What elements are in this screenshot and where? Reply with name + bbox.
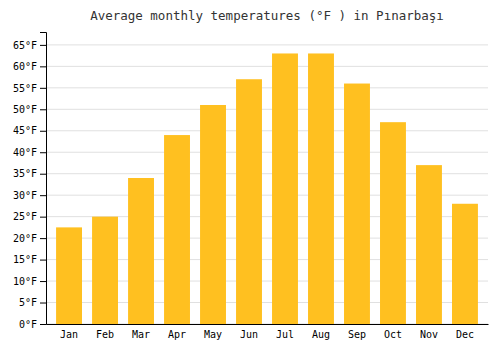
y-tick-label: 65°F (13, 40, 37, 51)
chart-container: 0°F 5°F 10°F 15°F 20°F 25°F 30°F 35°F 40°F 45°F 50… (0, 0, 500, 350)
y-tick-mark (40, 303, 46, 304)
y-tick: 40°F (13, 147, 46, 158)
grid (46, 45, 488, 324)
y-tick-label: 35°F (13, 168, 37, 179)
y-tick-mark (40, 131, 46, 132)
x-axis-line (47, 324, 489, 325)
y-tick-label: 30°F (13, 190, 37, 201)
y-axis: 0°F 5°F 10°F 15°F 20°F 25°F 30°F 35°F 40°F 45°F 50… (13, 33, 47, 330)
y-tick-label: 0°F (19, 319, 37, 330)
x-tick-label: Sep (348, 329, 366, 340)
y-tick: 15°F (13, 254, 46, 265)
x-tick: Aug (312, 329, 330, 340)
bar (416, 165, 442, 324)
y-tick: 55°F (13, 83, 46, 94)
x-tick: Sep (348, 329, 366, 340)
x-tick-label: Apr (168, 329, 186, 340)
x-tick-label: Mar (132, 329, 150, 340)
y-tick: 20°F (13, 233, 46, 244)
grid-line (46, 130, 488, 131)
y-tick: 25°F (13, 211, 46, 222)
bar (164, 135, 190, 324)
bar (308, 53, 334, 324)
y-tick: 10°F (13, 276, 46, 287)
y-tick: 65°F (13, 40, 46, 51)
x-tick: Feb (96, 329, 114, 340)
y-tick-label: 55°F (13, 83, 37, 94)
y-tick: 0°F (19, 319, 46, 330)
y-tick: 5°F (19, 297, 46, 308)
bar (236, 79, 262, 324)
y-tick-label: 20°F (13, 233, 37, 244)
x-tick-label: Dec (456, 329, 474, 340)
x-tick: Apr (168, 329, 186, 340)
x-tick-label: Aug (312, 329, 330, 340)
x-tick-label: Jan (60, 329, 78, 340)
y-tick-label: 40°F (13, 147, 37, 158)
bar (200, 105, 226, 324)
bar (380, 122, 406, 324)
x-tick-label: Oct (384, 329, 402, 340)
y-tick-mark (40, 152, 46, 153)
y-tick-label: 10°F (13, 276, 37, 287)
y-tick-label: 15°F (13, 254, 37, 265)
bar (452, 204, 478, 324)
y-tick-mark (40, 281, 46, 282)
x-tick: Nov (420, 329, 438, 340)
y-tick-mark (40, 109, 46, 110)
x-tick: May (204, 329, 222, 340)
y-tick: 45°F (13, 125, 46, 136)
y-tick: 60°F (13, 61, 46, 72)
x-tick-label: Feb (96, 329, 114, 340)
bar (344, 84, 370, 324)
y-axis-line (40, 33, 47, 325)
y-tick-mark (40, 195, 46, 196)
y-tick: 30°F (13, 190, 46, 201)
y-tick-mark (40, 174, 46, 175)
x-tick: Jan (60, 329, 78, 340)
y-tick-mark (40, 88, 46, 89)
title: Average monthly temperatures (°F ) in Pı… (90, 8, 444, 23)
y-tick-label: 45°F (13, 125, 37, 136)
x-tick-label: Jun (240, 329, 258, 340)
bar (272, 53, 298, 324)
x-tick: Jul (276, 329, 294, 340)
grid-line (46, 109, 488, 110)
y-tick-mark (40, 238, 46, 239)
y-tick-mark (40, 45, 46, 46)
y-tick-mark (40, 324, 46, 325)
x-tick: Jun (240, 329, 258, 340)
x-tick-label: Jul (276, 329, 294, 340)
plot: 0°F 5°F 10°F 15°F 20°F 25°F 30°F 35°F 40°F 45°F 50… (13, 33, 489, 341)
bar (92, 217, 118, 324)
y-tick-label: 60°F (13, 61, 37, 72)
y-tick: 35°F (13, 168, 46, 179)
grid-line (46, 87, 488, 88)
x-tick-label: May (204, 329, 222, 340)
x-tick: Oct (384, 329, 402, 340)
grid-line (46, 152, 488, 153)
y-tick-label: 5°F (19, 297, 37, 308)
bar (128, 178, 154, 324)
chart-svg: 0°F 5°F 10°F 15°F 20°F 25°F 30°F 35°F 40°F 45°F 50… (0, 0, 500, 350)
y-tick-label: 50°F (13, 104, 37, 115)
y-tick-label: 25°F (13, 211, 37, 222)
y-tick-mark (40, 260, 46, 261)
grid-line (46, 44, 488, 45)
y-tick-mark (40, 66, 46, 67)
y-tick: 50°F (13, 104, 46, 115)
x-axis: Jan Feb Mar Apr May Jun Jul Aug Sep Oct Nov Dec (47, 325, 489, 341)
bar (56, 227, 82, 324)
bars (56, 53, 478, 324)
y-tick-mark (40, 217, 46, 218)
grid-line (46, 66, 488, 67)
x-tick-label: Nov (420, 329, 438, 340)
x-tick: Dec (456, 329, 474, 340)
x-tick: Mar (132, 329, 150, 340)
